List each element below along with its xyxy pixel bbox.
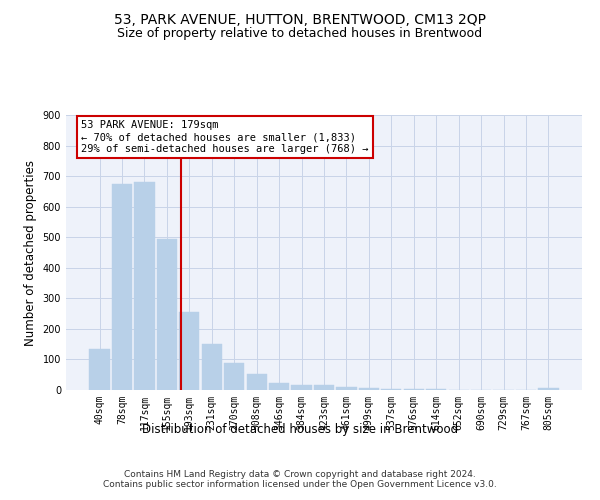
Bar [538,388,559,390]
Bar [314,384,334,390]
Bar [112,184,132,390]
Bar [381,389,401,390]
Bar [224,362,244,390]
Text: Distribution of detached houses by size in Brentwood: Distribution of detached houses by size … [142,422,458,436]
Bar [179,312,199,390]
Bar [269,383,289,390]
Bar [337,387,356,390]
Bar [359,388,379,390]
Bar [292,384,311,390]
Bar [247,374,267,390]
Y-axis label: Number of detached properties: Number of detached properties [24,160,37,346]
Bar [134,182,155,390]
Bar [202,344,222,390]
Text: Contains HM Land Registry data © Crown copyright and database right 2024.: Contains HM Land Registry data © Crown c… [124,470,476,479]
Text: 53 PARK AVENUE: 179sqm
← 70% of detached houses are smaller (1,833)
29% of semi-: 53 PARK AVENUE: 179sqm ← 70% of detached… [82,120,369,154]
Bar [157,239,177,390]
Text: Size of property relative to detached houses in Brentwood: Size of property relative to detached ho… [118,28,482,40]
Text: Contains public sector information licensed under the Open Government Licence v3: Contains public sector information licen… [103,480,497,489]
Text: 53, PARK AVENUE, HUTTON, BRENTWOOD, CM13 2QP: 53, PARK AVENUE, HUTTON, BRENTWOOD, CM13… [114,12,486,26]
Bar [89,349,110,390]
Bar [404,389,424,390]
